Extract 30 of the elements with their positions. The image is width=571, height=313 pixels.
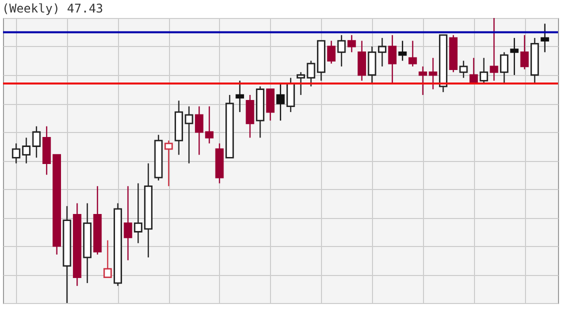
candlestick (347, 34, 356, 53)
candlestick (540, 23, 550, 53)
candlestick (296, 72, 306, 96)
candlestick (327, 40, 336, 64)
candlestick (32, 126, 41, 158)
candlestick (418, 66, 428, 96)
candlestick (459, 60, 468, 78)
candlestick (398, 40, 407, 62)
candlestick (276, 82, 285, 122)
candlestick (164, 140, 173, 187)
candlestick (286, 77, 295, 113)
candlestick (358, 40, 366, 82)
candlestick (388, 34, 397, 84)
candlestick (500, 52, 508, 84)
candlestick (510, 37, 519, 76)
candlestick (520, 34, 529, 70)
candlestick (378, 37, 386, 68)
candlestick (428, 57, 438, 90)
candlestick (236, 80, 244, 113)
chart-title: (Weekly) 47.43 (2, 1, 104, 16)
candlestick (306, 60, 316, 87)
candlestick (246, 94, 254, 138)
candlestick (480, 57, 488, 84)
candlestick (490, 17, 498, 82)
candlestick (368, 46, 376, 84)
candlestick (266, 88, 275, 122)
candlestick (337, 34, 346, 68)
candlestick (408, 40, 417, 68)
candlestick (124, 186, 132, 261)
candlestick (184, 106, 194, 164)
